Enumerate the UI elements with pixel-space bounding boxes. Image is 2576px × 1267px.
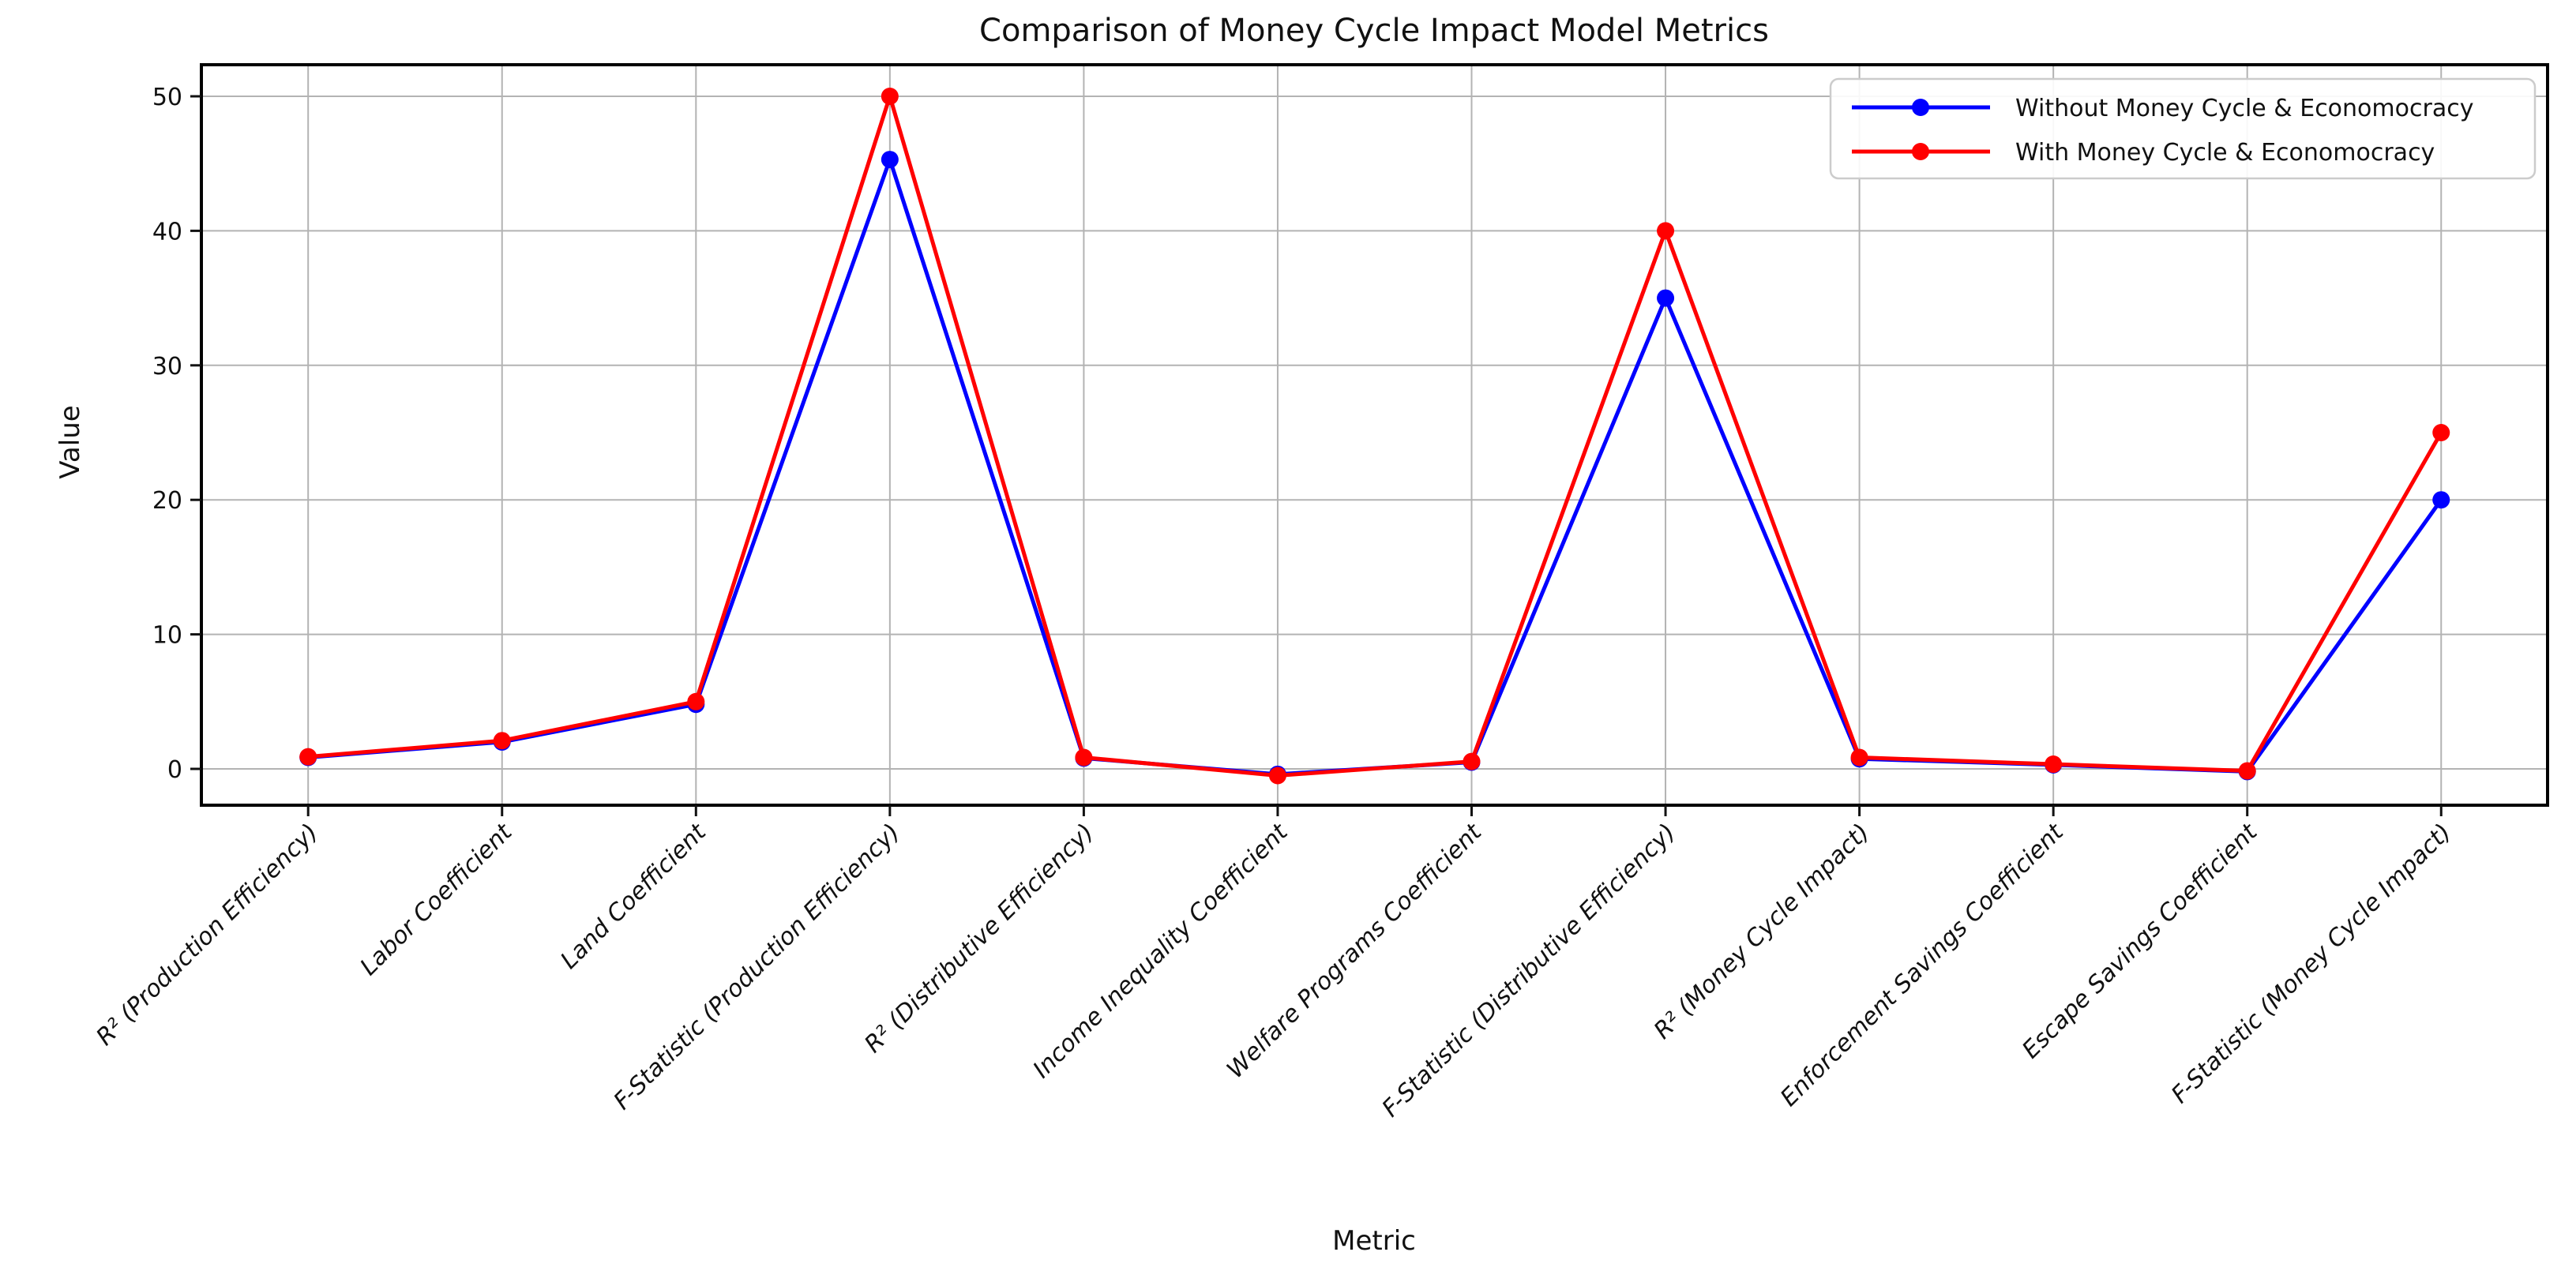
data-point-with <box>1075 748 1093 767</box>
legend-box <box>1829 77 2537 180</box>
data-point-with <box>493 732 511 750</box>
x-axis-label: Metric <box>1332 1225 1416 1257</box>
series-line-with <box>306 94 2443 778</box>
x-tick-label: Escape Savings Coefficient <box>2017 818 2263 1064</box>
data-point-without <box>2432 491 2450 509</box>
y-tick-label: 50 <box>152 84 182 111</box>
data-point-with <box>881 88 899 105</box>
data-point-with <box>2238 762 2256 780</box>
data-point-with <box>299 748 317 766</box>
data-point-with <box>687 692 705 710</box>
axes-frame <box>200 63 2549 807</box>
x-tick-label: Land Coefficient <box>555 818 712 975</box>
data-point-with <box>1463 752 1481 770</box>
data-point-with <box>1850 748 1868 767</box>
data-point-with <box>1657 222 1675 240</box>
data-point-with <box>1268 767 1286 785</box>
y-tick-label: 40 <box>152 218 182 246</box>
x-tick-label: R² (Money Cycle Impact) <box>1649 819 1875 1044</box>
x-tick-label: Labor Coefficient <box>355 818 519 981</box>
legend-label-without: Without Money Cycle & Economocracy <box>2015 95 2473 122</box>
y-axis-label: Value <box>54 405 86 478</box>
data-point-without <box>1657 289 1675 307</box>
x-tick-label: R² (Distributive Efficiency) <box>859 819 1099 1059</box>
axes-frame-layer <box>200 63 2549 807</box>
series-line-without <box>306 157 2443 777</box>
series-layer <box>299 88 2450 785</box>
y-tick-label: 10 <box>152 622 182 650</box>
chart-title: Comparison of Money Cycle Impact Model M… <box>979 13 1769 49</box>
x-tick-label: R² (Production Efficiency) <box>91 819 324 1051</box>
y-tick-label: 30 <box>152 353 182 380</box>
data-point-with <box>2045 755 2063 774</box>
legend-label-with: With Money Cycle & Economocracy <box>2015 139 2435 167</box>
tick-layer: 0 10 20 30 40 50 R² (Production Efficiency) Lab… <box>91 84 2457 1123</box>
legend-marker-blue <box>1912 99 1929 116</box>
legend-entry-without: Without Money Cycle & Economocracy <box>1852 95 2473 122</box>
y-tick-label: 20 <box>152 487 182 515</box>
legend-entry-with: With Money Cycle & Economocracy <box>1852 139 2435 167</box>
data-point-without <box>881 151 899 169</box>
legend: Without Money Cycle & Economocracy With … <box>1829 77 2537 180</box>
legend-marker-red <box>1912 143 1929 160</box>
data-point-with <box>2432 424 2450 441</box>
y-tick-label: 0 <box>167 756 182 784</box>
